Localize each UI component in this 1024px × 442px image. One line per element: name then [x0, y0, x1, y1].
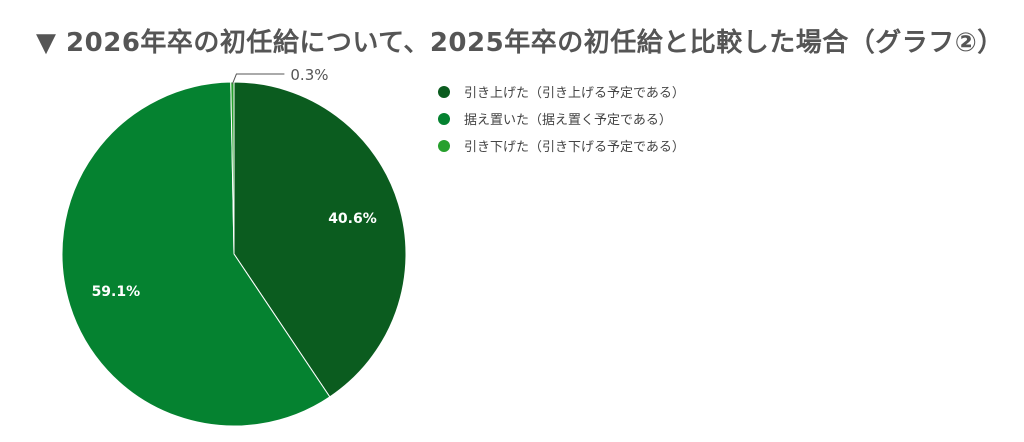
pie-leader-line-lowered	[231, 73, 285, 85]
legend-label-kept: 据え置いた（据え置く予定である）	[464, 113, 672, 128]
legend-item-kept: 据え置いた（据え置く予定である）	[438, 105, 685, 132]
pie-label-raised: 40.6%	[328, 211, 377, 227]
legend: 引き上げた（引き上げる予定である） 据え置いた（据え置く予定である） 引き下げた…	[438, 78, 685, 159]
pie-slice-raised	[233, 81, 407, 398]
legend-swatch-raised	[438, 85, 450, 98]
legend-item-lowered: 引き下げた（引き下げる予定である）	[438, 132, 685, 159]
legend-swatch-kept	[438, 112, 450, 125]
pie-slice-kept	[61, 81, 331, 427]
pie-slice-lowered	[230, 81, 235, 255]
pie-label-kept: 59.1%	[92, 284, 141, 300]
chart-title: ▼ 2026年卒の初任給について、2025年卒の初任給と比較した場合（グラフ②）	[36, 28, 1004, 58]
legend-item-raised: 引き上げた（引き上げる予定である）	[438, 78, 685, 105]
pie-label-lowered: 0.3%	[290, 66, 328, 84]
legend-swatch-lowered	[438, 139, 450, 152]
legend-label-lowered: 引き下げた（引き下げる予定である）	[464, 140, 685, 155]
legend-label-raised: 引き上げた（引き上げる予定である）	[464, 86, 685, 101]
